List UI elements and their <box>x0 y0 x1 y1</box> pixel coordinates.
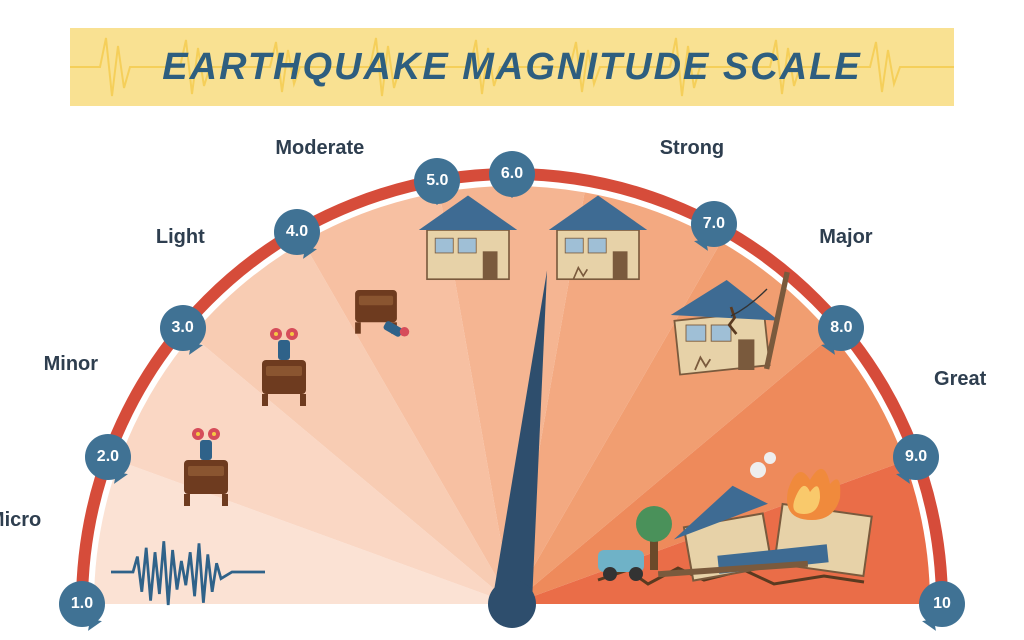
magnitude-bubble-1.0: 1.0 <box>59 581 105 627</box>
magnitude-bubble-4.0: 4.0 <box>274 209 320 255</box>
magnitude-bubble-label: 5.0 <box>426 172 448 190</box>
magnitude-bubble-10: 10 <box>919 581 965 627</box>
magnitude-bubble-label: 7.0 <box>703 215 725 233</box>
category-label-strong: Strong <box>660 137 724 160</box>
magnitude-bubble-label: 9.0 <box>905 448 927 466</box>
title-band: EARTHQUAKE MAGNITUDE SCALE <box>70 28 954 106</box>
category-label-light: Light <box>115 226 205 249</box>
magnitude-bubble-6.0: 6.0 <box>489 151 535 197</box>
category-label-micro: Micro <box>0 509 41 532</box>
gauge-hub <box>488 580 536 628</box>
magnitude-bubble-label: 3.0 <box>171 319 193 337</box>
page-title: EARTHQUAKE MAGNITUDE SCALE <box>162 46 861 89</box>
magnitude-bubble-8.0: 8.0 <box>818 305 864 351</box>
magnitude-bubble-9.0: 9.0 <box>893 434 939 480</box>
magnitude-bubble-7.0: 7.0 <box>691 201 737 247</box>
category-label-great: Great <box>934 368 986 391</box>
magnitude-bubble-label: 10 <box>933 595 951 613</box>
magnitude-bubble-3.0: 3.0 <box>160 305 206 351</box>
category-label-minor: Minor <box>8 353 98 376</box>
magnitude-bubble-label: 1.0 <box>71 595 93 613</box>
gauge-svg <box>38 130 986 640</box>
category-label-major: Major <box>819 226 872 249</box>
magnitude-bubble-5.0: 5.0 <box>414 158 460 204</box>
magnitude-bubble-label: 8.0 <box>830 319 852 337</box>
category-label-moderate: Moderate <box>274 137 364 160</box>
gauge: 1.02.03.04.05.06.07.08.09.010 MicroMinor… <box>38 130 986 630</box>
magnitude-bubble-label: 2.0 <box>97 448 119 466</box>
magnitude-bubble-label: 4.0 <box>286 223 308 241</box>
magnitude-bubble-2.0: 2.0 <box>85 434 131 480</box>
magnitude-bubble-label: 6.0 <box>501 165 523 183</box>
